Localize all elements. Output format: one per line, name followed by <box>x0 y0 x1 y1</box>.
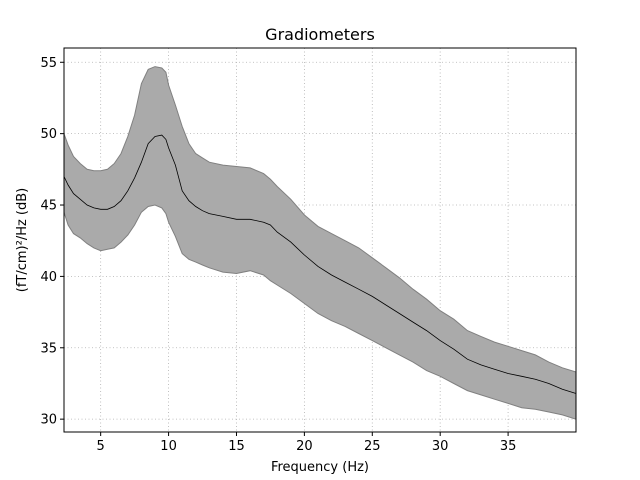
x-tick-label: 30 <box>432 439 449 454</box>
x-tick-label: 15 <box>228 439 245 454</box>
y-tick-label: 45 <box>40 199 57 214</box>
y-tick-label: 40 <box>40 270 57 285</box>
band-layer <box>63 66 577 420</box>
plot-frame <box>63 47 577 433</box>
std-band-area <box>63 66 577 420</box>
line-layer <box>63 134 577 394</box>
tick-layer: 5 10 15 20 25 30 35 30 35 40 45 50 55 <box>40 56 516 454</box>
x-tick-label: 25 <box>364 439 381 454</box>
y-tick-label: 30 <box>40 413 57 428</box>
x-axis-label: Frequency (Hz) <box>271 460 369 475</box>
x-tick-label: 35 <box>500 439 517 454</box>
y-tick-label: 35 <box>40 341 57 356</box>
y-tick-label: 50 <box>40 127 57 142</box>
y-tick-label: 55 <box>40 56 57 71</box>
x-tick-label: 5 <box>97 439 105 454</box>
x-tick-label: 10 <box>160 439 177 454</box>
mean-psd-line <box>63 134 577 394</box>
y-axis-label: (fT/cm)²/Hz (dB) <box>15 188 30 293</box>
chart-title: Gradiometers <box>265 25 375 44</box>
x-tick-label: 20 <box>296 439 313 454</box>
